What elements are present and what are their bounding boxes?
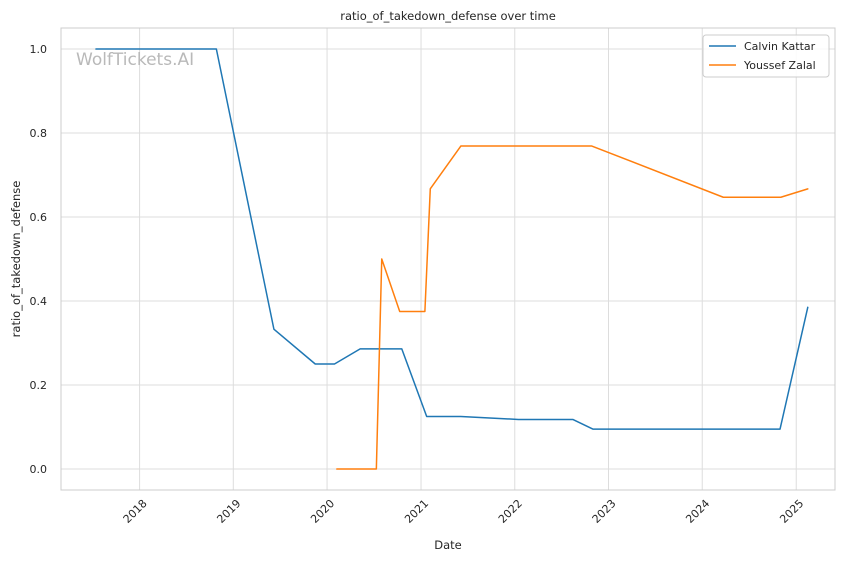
y-axis-title: ratio_of_takedown_defense: [9, 181, 23, 338]
y-tick-label: 1.0: [30, 43, 48, 56]
y-tick-label: 0.2: [30, 379, 48, 392]
series-lines: [95, 48, 809, 470]
legend: Calvin Kattar Youssef Zalal: [702, 34, 830, 78]
watermark-text: WolfTickets.AI: [76, 50, 194, 70]
y-tick-label: 0.8: [30, 127, 48, 140]
y-tick-label: 0.4: [30, 295, 48, 308]
legend-label: Youssef Zalal: [743, 59, 816, 72]
legend-label: Calvin Kattar: [744, 40, 816, 53]
plot-frame: [60, 27, 836, 491]
chart-title: ratio_of_takedown_defense over time: [340, 9, 556, 23]
series-line-calvin-kattar: [95, 48, 809, 430]
series-line-youssef-zalal: [336, 145, 809, 470]
y-tick-label: 0.0: [30, 463, 48, 476]
x-axis-title: Date: [434, 538, 462, 552]
y-tick-label: 0.6: [30, 211, 48, 224]
